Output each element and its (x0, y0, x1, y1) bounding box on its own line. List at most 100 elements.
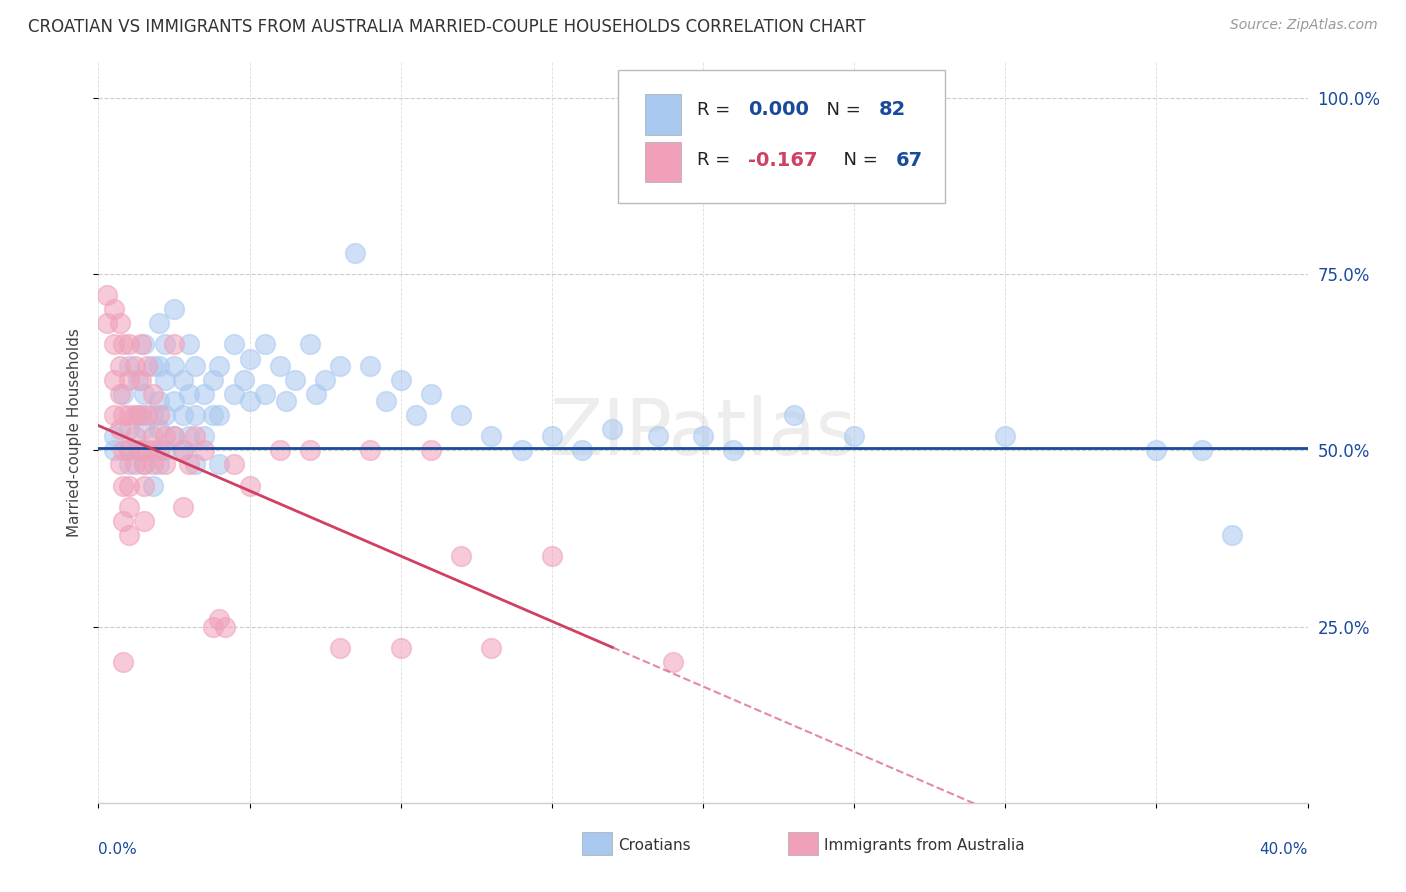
Point (360, 359, 382, 373)
Point (124, 408, 146, 422)
Point (284, 373, 307, 387)
Point (118, 528, 141, 542)
Point (153, 408, 176, 422)
Point (239, 478, 262, 492)
Point (142, 429, 165, 443)
Point (118, 458, 141, 472)
FancyBboxPatch shape (619, 70, 945, 203)
Point (179, 458, 201, 472)
Text: 40.0%: 40.0% (1260, 842, 1308, 856)
Point (103, 302, 125, 317)
Point (571, 443, 593, 458)
Point (239, 393, 262, 408)
Point (163, 393, 186, 408)
Bar (787, 832, 818, 855)
Point (111, 655, 134, 669)
Point (129, 408, 152, 422)
Point (118, 359, 141, 373)
Bar (582, 832, 613, 855)
Point (329, 359, 352, 373)
Text: 67: 67 (896, 151, 922, 169)
Point (103, 337, 125, 351)
Point (184, 429, 207, 443)
Point (208, 408, 231, 422)
Point (299, 337, 322, 351)
Point (142, 387, 165, 401)
Point (111, 337, 134, 351)
Point (135, 408, 157, 422)
Point (214, 619, 236, 633)
Point (783, 408, 806, 422)
Point (124, 359, 146, 373)
Point (389, 373, 412, 387)
Text: R =: R = (697, 151, 735, 169)
Point (208, 612, 231, 626)
Point (111, 387, 134, 401)
Point (602, 422, 624, 436)
Point (132, 387, 155, 401)
Point (103, 408, 125, 422)
Point (153, 337, 176, 351)
Point (127, 373, 149, 387)
Point (253, 387, 276, 401)
Point (108, 458, 131, 472)
Point (142, 443, 165, 458)
Point (129, 443, 152, 458)
Point (163, 337, 186, 351)
Point (202, 408, 225, 422)
Point (142, 408, 165, 422)
Point (148, 393, 170, 408)
Point (305, 387, 328, 401)
Point (540, 429, 562, 443)
Point (172, 373, 194, 387)
Point (118, 337, 141, 351)
Point (135, 443, 157, 458)
Point (389, 640, 412, 655)
Point (224, 387, 246, 401)
Point (118, 478, 141, 492)
Point (103, 443, 125, 458)
Point (108, 422, 131, 436)
Point (135, 359, 157, 373)
Point (132, 458, 155, 472)
Point (111, 478, 134, 492)
Point (274, 393, 297, 408)
Text: N =: N = (815, 101, 868, 119)
Bar (645, 95, 682, 135)
Point (269, 359, 291, 373)
Point (108, 359, 131, 373)
Point (179, 337, 201, 351)
Point (127, 443, 149, 458)
Point (153, 373, 176, 387)
Point (193, 387, 215, 401)
Point (96, 316, 118, 330)
Point (540, 549, 562, 563)
Point (344, 245, 367, 260)
Point (108, 387, 131, 401)
Point (208, 458, 231, 472)
Point (132, 514, 155, 528)
Point (127, 408, 149, 422)
Point (103, 429, 125, 443)
Point (647, 429, 669, 443)
Point (111, 443, 134, 458)
Text: Immigrants from Australia: Immigrants from Australia (824, 838, 1025, 854)
Point (108, 316, 131, 330)
Point (96, 288, 118, 302)
Point (124, 429, 146, 443)
Point (148, 408, 170, 422)
Point (142, 359, 165, 373)
Point (118, 373, 141, 387)
Point (184, 359, 207, 373)
Point (132, 337, 155, 351)
Point (132, 422, 155, 436)
Point (193, 443, 215, 458)
Point (148, 359, 170, 373)
Point (172, 443, 194, 458)
Point (314, 373, 336, 387)
Point (481, 640, 503, 655)
Point (224, 337, 246, 351)
Point (184, 458, 207, 472)
Text: R =: R = (697, 101, 735, 119)
Point (172, 443, 194, 458)
